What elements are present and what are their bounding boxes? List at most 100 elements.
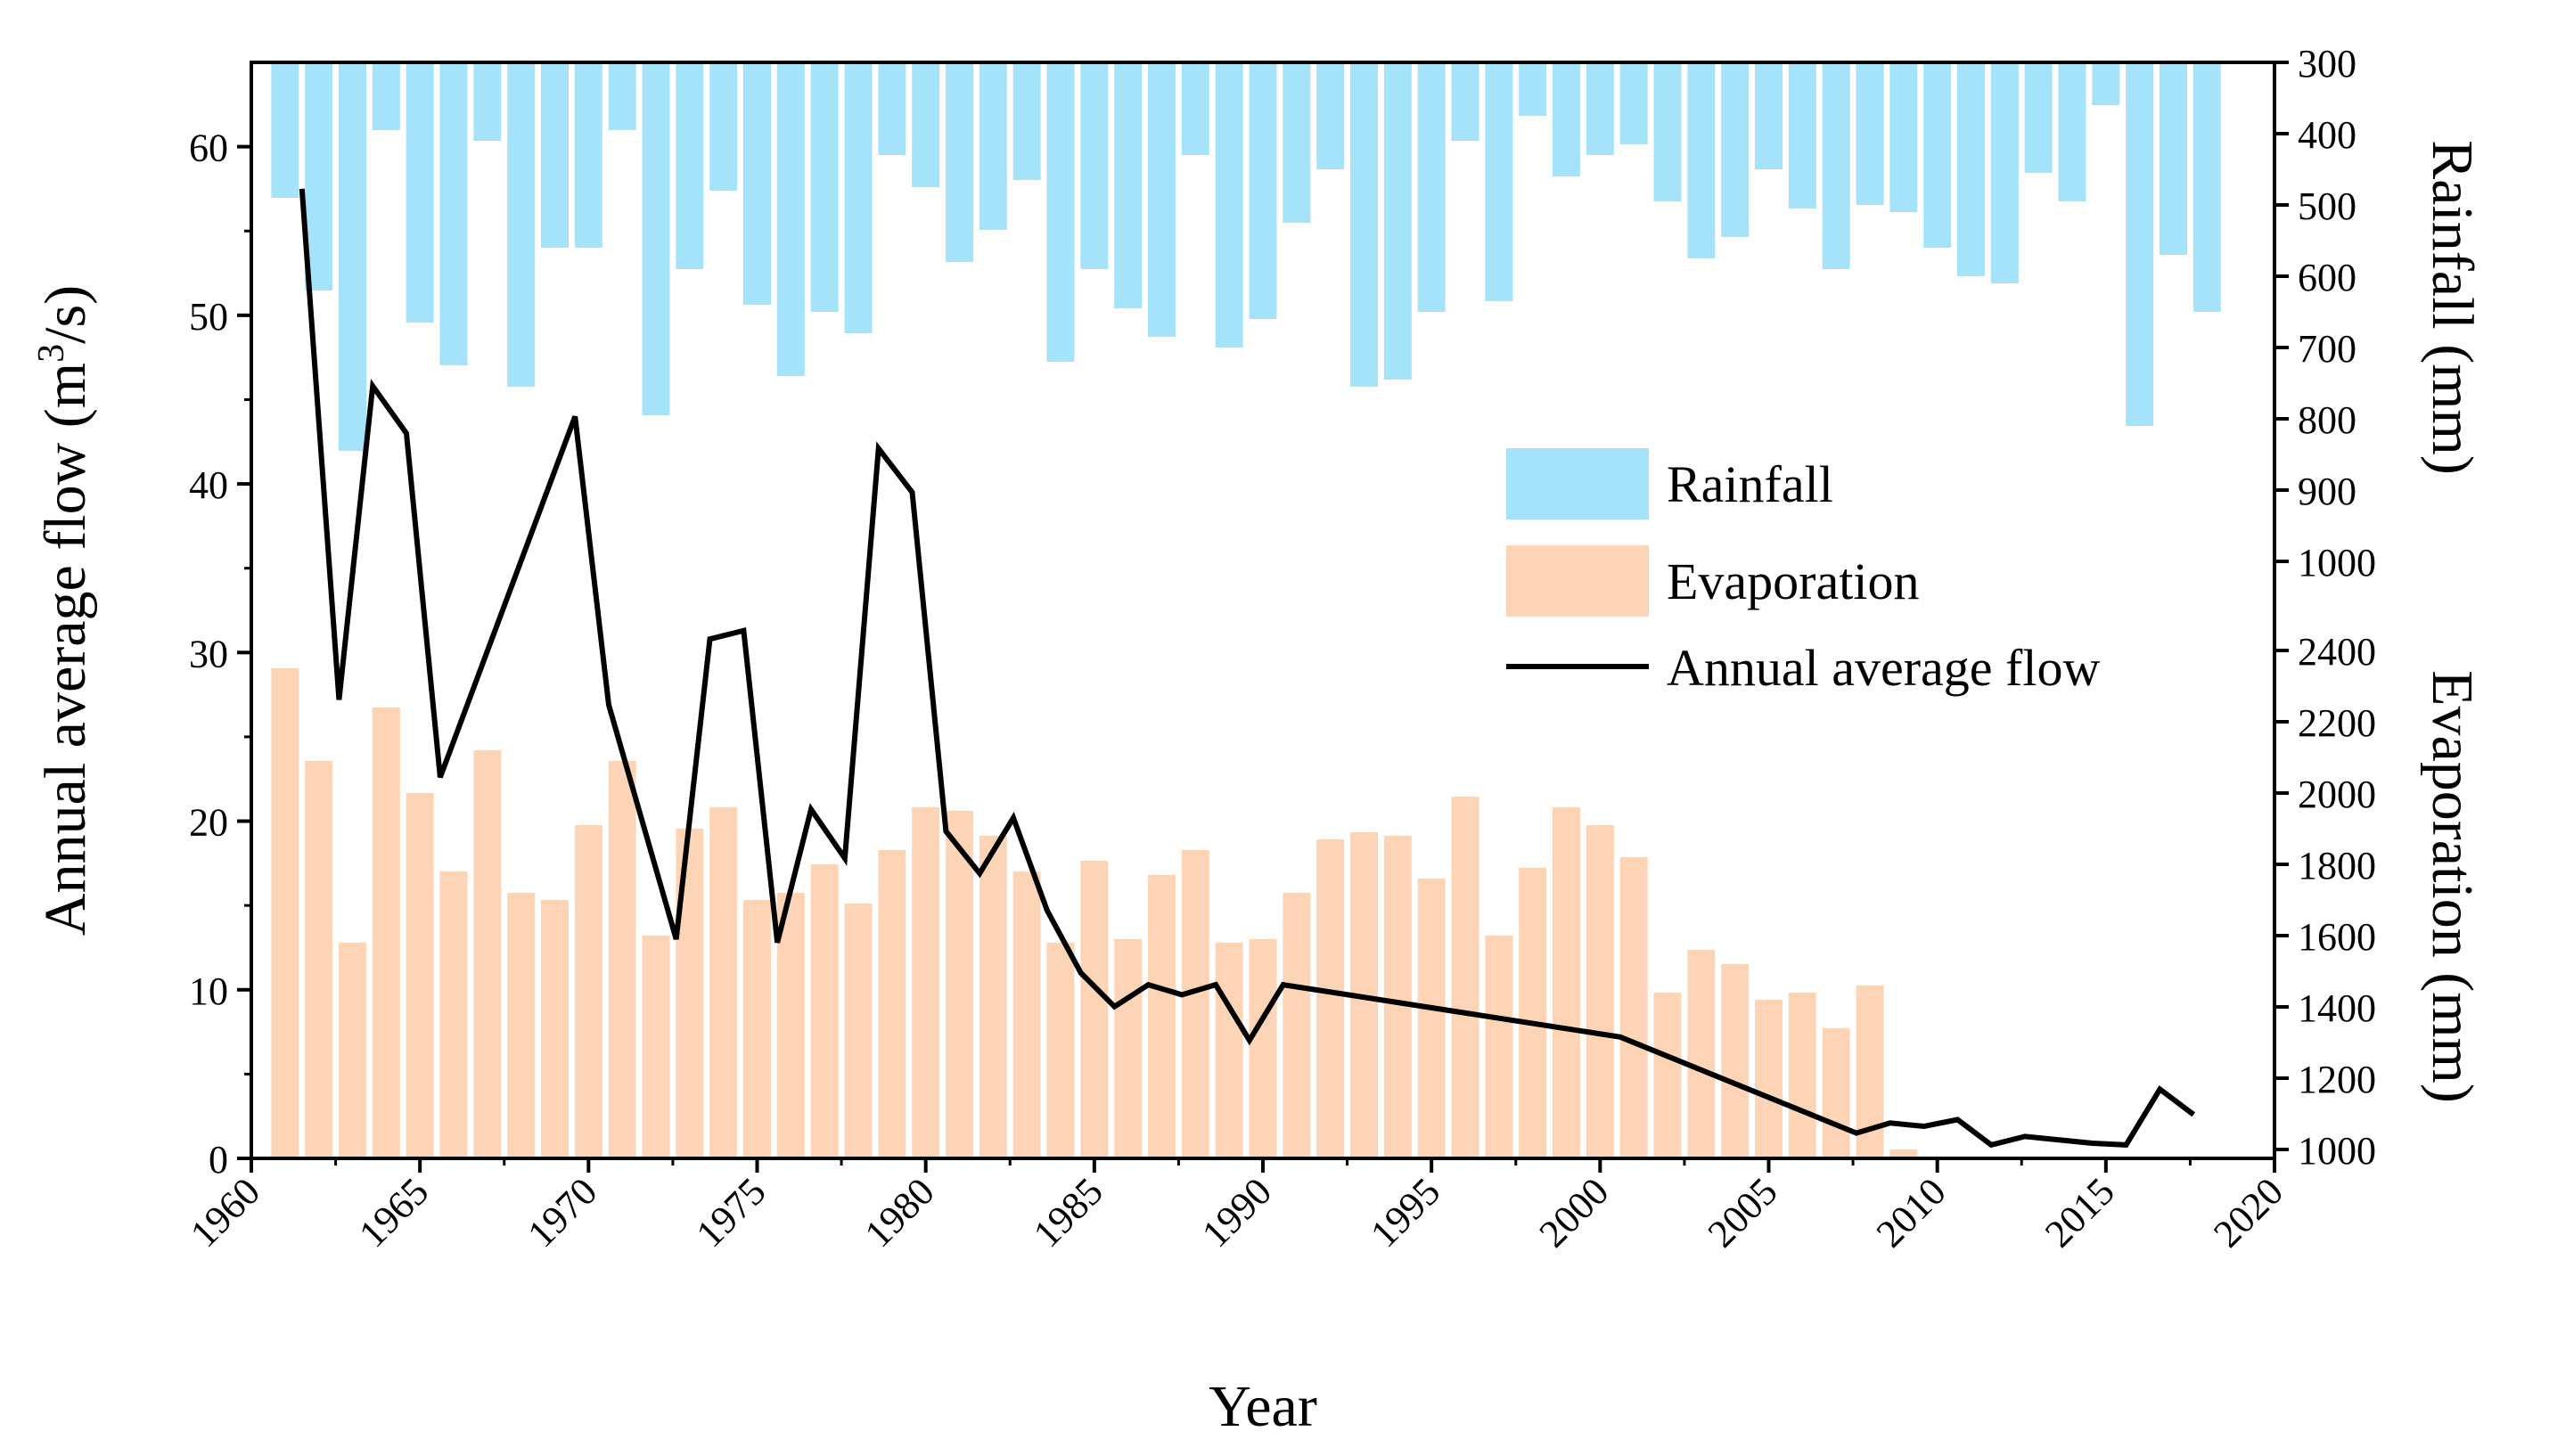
- evaporation-bar: [574, 825, 602, 1158]
- rainfall-bar: [507, 62, 536, 387]
- rainfall-bar: [1451, 62, 1479, 141]
- evaporation-bar: [507, 893, 536, 1158]
- evaporation-bar: [1721, 964, 1750, 1158]
- rainfall-bar: [1215, 62, 1243, 348]
- rainfall-bar: [1046, 62, 1075, 362]
- rainfall-bar: [1923, 62, 1952, 248]
- evaporation-bar: [946, 811, 973, 1158]
- evaporation-bar: [339, 943, 366, 1158]
- rainfall-bar: [439, 62, 468, 365]
- rainfall-bar: [608, 62, 636, 130]
- rainfall-bar: [912, 62, 940, 187]
- x-tick-label: 1985: [1025, 1169, 1111, 1256]
- evaporation-bar: [979, 836, 1007, 1158]
- x-tick-label: 1970: [520, 1169, 606, 1256]
- rainfall-bar: [271, 62, 299, 198]
- rainfall-bar: [1957, 62, 1985, 276]
- legend-evaporation-label: Evaporation: [1667, 552, 1919, 610]
- rainfall-tick-label: 900: [2298, 470, 2356, 513]
- rainfall-tick-label: 500: [2298, 184, 2356, 228]
- legend-rainfall-label: Rainfall: [1667, 455, 1833, 513]
- x-tick-label: 2005: [1700, 1169, 1786, 1256]
- evaporation-bar: [406, 793, 434, 1158]
- rainfall-bar: [709, 62, 738, 191]
- rainfall-bar: [1653, 62, 1682, 201]
- rainfall-tick-label: 600: [2298, 256, 2356, 299]
- evaporation-bar: [1046, 943, 1075, 1158]
- evaporation-bar: [912, 807, 940, 1158]
- rainfall-bar: [1990, 62, 2019, 283]
- rainfall-bar: [1553, 62, 1580, 176]
- rainfall-bar: [1721, 62, 1750, 237]
- rainfall-bar: [979, 62, 1007, 230]
- x-axis: 1960 1965 1970 1975 1980 1985 1990 1995 2000 2005…: [182, 1158, 2291, 1256]
- y-left-tick-label: 10: [189, 969, 228, 1013]
- y-left-tick-label: 20: [189, 801, 228, 845]
- x-tick-label: 1980: [856, 1169, 943, 1256]
- rainfall-tick-label: 700: [2298, 327, 2356, 371]
- y-left-title-sup: 3: [31, 344, 72, 363]
- x-tick-label: 2000: [1531, 1169, 1618, 1256]
- x-tick-label: 1995: [1362, 1169, 1448, 1256]
- evaporation-bar: [878, 850, 906, 1158]
- evaporation-bar: [541, 900, 569, 1158]
- y-left-axis-title: Annual average flow (m3/s): [31, 285, 98, 936]
- evaporation-bar: [1181, 850, 1209, 1158]
- x-tick-label: 1990: [1193, 1169, 1280, 1256]
- evaporation-bar: [1249, 939, 1277, 1158]
- y-left-tick-label: 60: [189, 127, 228, 170]
- rainfall-bar: [2092, 62, 2120, 105]
- rainfall-bar: [1249, 62, 1277, 319]
- x-tick-label: 1965: [350, 1169, 437, 1256]
- x-tick-label: 1960: [182, 1169, 268, 1256]
- evaporation-bar: [1586, 825, 1614, 1158]
- evaporation-tick-label: 1200: [2298, 1058, 2376, 1101]
- evaporation-tick-label: 1600: [2298, 915, 2376, 959]
- rainfall-bar: [1519, 62, 1547, 116]
- evaporation-bar: [1283, 893, 1311, 1158]
- evaporation-bar: [473, 750, 502, 1158]
- legend: Rainfall Evaporation Annual average flow: [1506, 448, 2100, 697]
- evaporation-bar: [1553, 807, 1580, 1158]
- x-tick-label: 2015: [2037, 1169, 2123, 1256]
- rainfall-bar: [1080, 62, 1109, 269]
- y-left-title-tail: /s): [33, 285, 98, 344]
- annual-flow-line-group: [299, 188, 2196, 1149]
- rainfall-bar: [2192, 62, 2221, 312]
- evaporation-bar: [1687, 950, 1716, 1158]
- rainfall-bar: [1788, 62, 1816, 209]
- rainfall-bar: [305, 62, 333, 290]
- evaporation-bar: [1114, 939, 1143, 1158]
- rainfall-bar: [1485, 62, 1513, 301]
- rainfall-bar: [1755, 62, 1783, 169]
- rainfall-bar: [541, 62, 569, 248]
- rainfall-bar: [339, 62, 366, 451]
- rainfall-bar: [946, 62, 973, 262]
- legend-flow-label: Annual average flow: [1667, 639, 2100, 697]
- rainfall-axis-title: Rainfall (mm): [2420, 140, 2485, 475]
- evaporation-bar: [844, 904, 873, 1158]
- rainfall-bar: [1417, 62, 1446, 312]
- evaporation-bar: [1619, 857, 1648, 1158]
- y-left-tick-label: 0: [209, 1138, 228, 1182]
- evaporation-bar: [608, 761, 636, 1158]
- evaporation-tick-label: 2200: [2298, 701, 2376, 745]
- evaporation-bar: [1788, 993, 1816, 1158]
- rainfall-bar: [1350, 62, 1378, 387]
- rainfall-bar: [1856, 62, 1884, 205]
- rainfall-bar: [1148, 62, 1176, 337]
- rainfall-tick-label: 400: [2298, 113, 2356, 157]
- rainfall-bar: [2160, 62, 2187, 255]
- rainfall-bar: [743, 62, 771, 305]
- evaporation-bar: [1822, 1028, 1850, 1158]
- rainfall-bar: [776, 62, 805, 376]
- legend-evaporation-swatch: [1506, 545, 1649, 617]
- y-left-tick-label: 40: [189, 463, 228, 507]
- rainfall-tick-label: 1000: [2298, 541, 2376, 585]
- evaporation-bar: [1653, 993, 1682, 1158]
- rainfall-bar: [2126, 62, 2154, 426]
- evaporation-bar: [709, 807, 738, 1158]
- evaporation-bar: [676, 829, 704, 1158]
- evaporation-bar: [810, 864, 839, 1158]
